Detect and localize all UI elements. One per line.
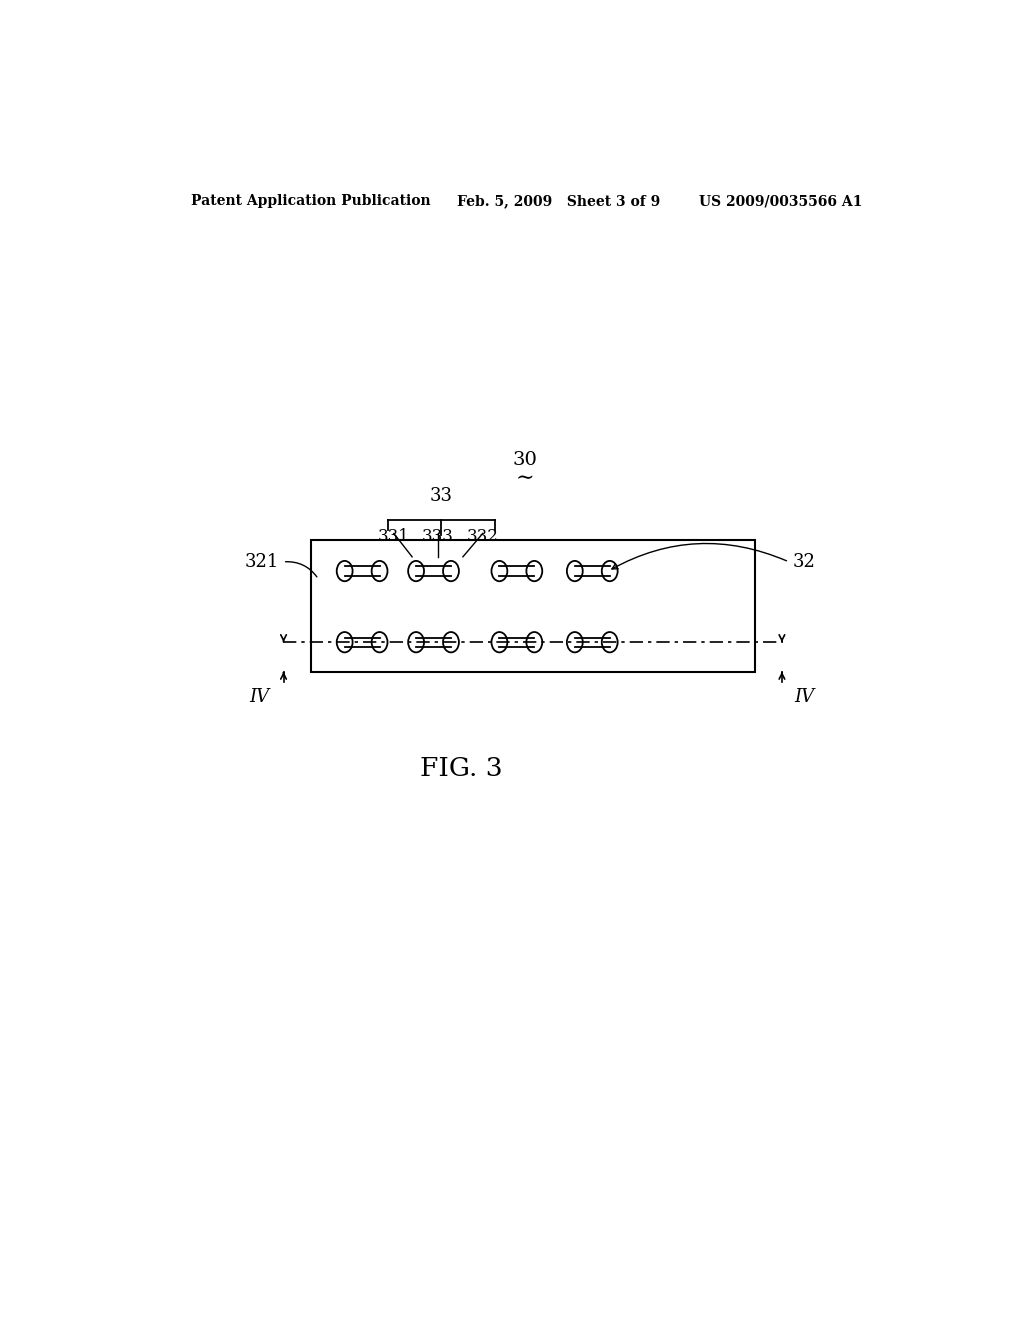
Text: 30: 30 (512, 451, 538, 470)
Text: 321: 321 (245, 553, 279, 572)
Text: IV: IV (794, 688, 814, 706)
Text: FIG. 3: FIG. 3 (420, 756, 503, 780)
Text: IV: IV (249, 688, 269, 706)
Text: 33: 33 (430, 487, 453, 506)
Text: 331: 331 (378, 528, 410, 545)
Text: Patent Application Publication: Patent Application Publication (191, 194, 431, 209)
Text: 332: 332 (467, 528, 499, 545)
Text: ∼: ∼ (515, 467, 535, 490)
Text: 333: 333 (422, 528, 454, 545)
Text: US 2009/0035566 A1: US 2009/0035566 A1 (699, 194, 863, 209)
Bar (310, 540, 755, 672)
Text: 32: 32 (793, 553, 816, 572)
Text: Feb. 5, 2009   Sheet 3 of 9: Feb. 5, 2009 Sheet 3 of 9 (458, 194, 660, 209)
